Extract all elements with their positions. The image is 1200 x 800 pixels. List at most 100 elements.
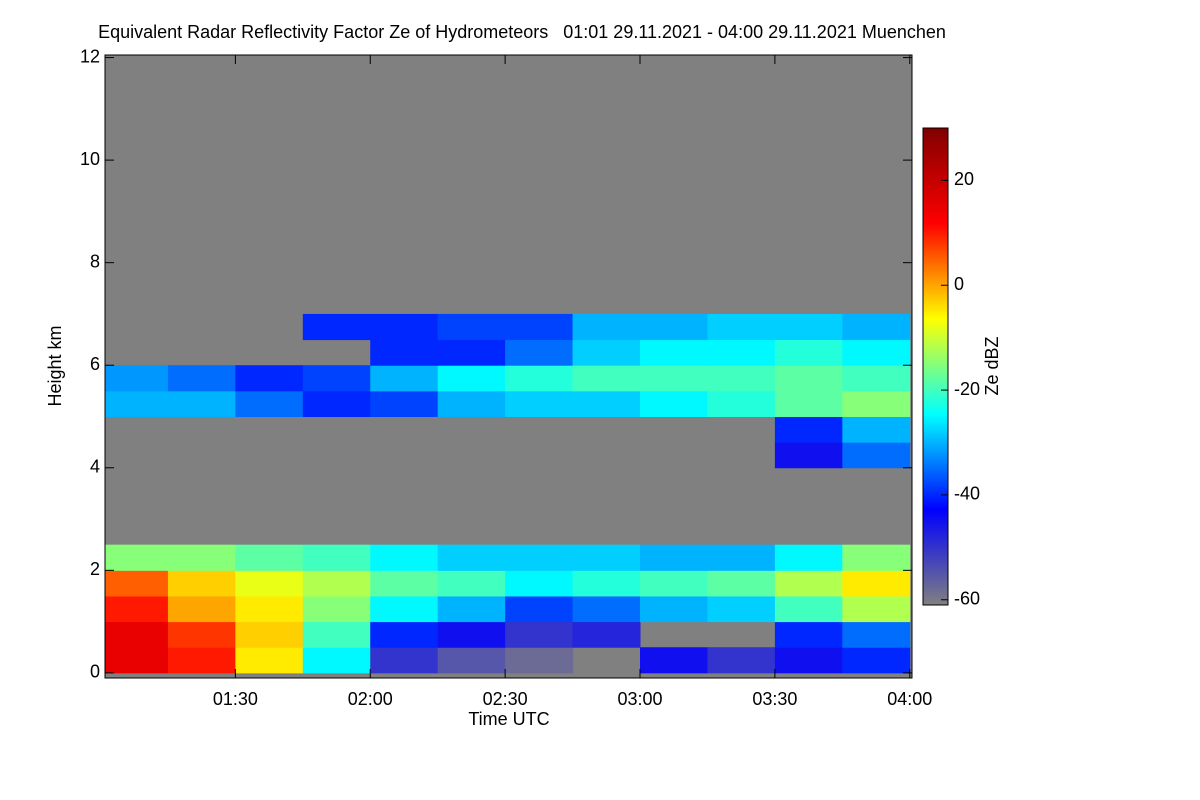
heat-cell xyxy=(707,313,776,341)
heat-cell xyxy=(167,390,236,417)
colorbar-tick-label: -20 xyxy=(954,379,980,399)
heat-cell xyxy=(774,647,843,674)
heat-cell xyxy=(167,595,236,623)
heat-cell xyxy=(167,570,236,597)
heat-cell xyxy=(640,339,708,366)
heat-cell xyxy=(707,544,776,571)
heat-cell xyxy=(640,365,708,392)
heat-cell xyxy=(370,544,439,571)
heat-cell xyxy=(370,313,439,341)
heat-cell xyxy=(437,313,506,341)
heat-cell xyxy=(235,621,304,648)
heat-cell xyxy=(774,313,843,341)
y-tick-label: 2 xyxy=(90,559,100,579)
x-tick-label: 04:00 xyxy=(887,689,932,709)
heat-cell xyxy=(302,647,371,674)
heat-cell xyxy=(370,339,439,366)
heat-cell xyxy=(105,595,169,623)
heat-cell xyxy=(707,390,776,417)
heat-cell xyxy=(707,570,776,597)
heat-cell xyxy=(505,390,574,417)
heat-cell xyxy=(774,365,843,392)
heat-cell xyxy=(167,365,236,392)
axes: 0 2 4 6 8 10 12 01:30 02:00 02:30 03:00 03:30 04:00 2… xyxy=(80,46,980,708)
heat-cell xyxy=(505,365,574,392)
heat-cell xyxy=(370,621,439,648)
heat-cell xyxy=(167,544,236,571)
heat-cell xyxy=(842,442,911,469)
heat-cell xyxy=(774,595,843,623)
heat-cell xyxy=(640,570,708,597)
heat-cell xyxy=(707,595,776,623)
chart-title: Equivalent Radar Reflectivity Factor Ze … xyxy=(98,22,946,42)
heat-cell xyxy=(302,390,371,417)
heat-cell xyxy=(640,390,708,417)
heat-cell xyxy=(572,570,641,597)
heat-cell xyxy=(640,313,708,341)
heat-cell xyxy=(167,621,236,648)
heat-cell xyxy=(302,313,371,341)
heat-cell xyxy=(842,313,911,341)
heat-cell xyxy=(707,647,776,674)
heat-cell xyxy=(774,390,843,417)
heat-cell xyxy=(235,390,304,417)
plot-frame xyxy=(104,54,913,679)
heat-cell xyxy=(437,544,506,571)
heat-cell xyxy=(774,442,843,469)
x-tick-label: 02:00 xyxy=(348,689,393,709)
heat-cell xyxy=(302,365,371,392)
heat-cell xyxy=(370,365,439,392)
heat-cell xyxy=(505,647,574,674)
colorbar-tick-label: -40 xyxy=(954,484,980,504)
heat-cell xyxy=(842,647,911,674)
heat-cell xyxy=(370,570,439,597)
y-axis-label: Height km xyxy=(45,325,65,406)
heat-cell xyxy=(105,390,169,417)
heat-cell xyxy=(505,570,574,597)
colorbar-tick-label: 20 xyxy=(954,169,974,189)
heat-cell xyxy=(370,595,439,623)
x-axis-label: Time UTC xyxy=(468,709,549,729)
heat-cell xyxy=(105,570,169,597)
heat-cell xyxy=(640,595,708,623)
heat-cell xyxy=(370,647,439,674)
y-tick-label: 12 xyxy=(80,46,100,66)
heat-cell xyxy=(302,595,371,623)
x-tick-label: 03:00 xyxy=(617,689,662,709)
x-tick-label: 01:30 xyxy=(213,689,258,709)
heat-cell xyxy=(707,339,776,366)
y-tick-label: 10 xyxy=(80,149,100,169)
colorbar-frame xyxy=(922,127,949,606)
heat-cell xyxy=(437,621,506,648)
heat-cell xyxy=(167,647,236,674)
heat-cell xyxy=(774,570,843,597)
heat-cell xyxy=(842,621,911,648)
heat-cell xyxy=(437,339,506,366)
heat-cell xyxy=(640,647,708,674)
heat-cell xyxy=(842,570,911,597)
y-tick-label: 6 xyxy=(90,354,100,374)
heat-cell xyxy=(505,595,574,623)
heat-cell xyxy=(842,544,911,571)
heat-cell xyxy=(235,595,304,623)
heat-cell xyxy=(842,339,911,366)
heat-cell xyxy=(235,647,304,674)
heat-cell xyxy=(105,621,169,648)
x-tick-label: 03:30 xyxy=(752,689,797,709)
heat-cell xyxy=(505,621,574,648)
heat-cell xyxy=(842,365,911,392)
heat-cell xyxy=(842,390,911,417)
heat-cell xyxy=(505,339,574,366)
heat-cell xyxy=(640,544,708,571)
heat-cell xyxy=(842,416,911,443)
colorbar-tick-label: -60 xyxy=(954,589,980,609)
heat-cell xyxy=(105,647,169,674)
y-tick-label: 0 xyxy=(90,662,100,682)
heat-cell xyxy=(572,544,641,571)
heat-cell xyxy=(572,595,641,623)
heat-cell xyxy=(105,544,169,571)
heat-cell xyxy=(774,544,843,571)
heat-cell xyxy=(302,621,371,648)
heat-cell xyxy=(437,390,506,417)
